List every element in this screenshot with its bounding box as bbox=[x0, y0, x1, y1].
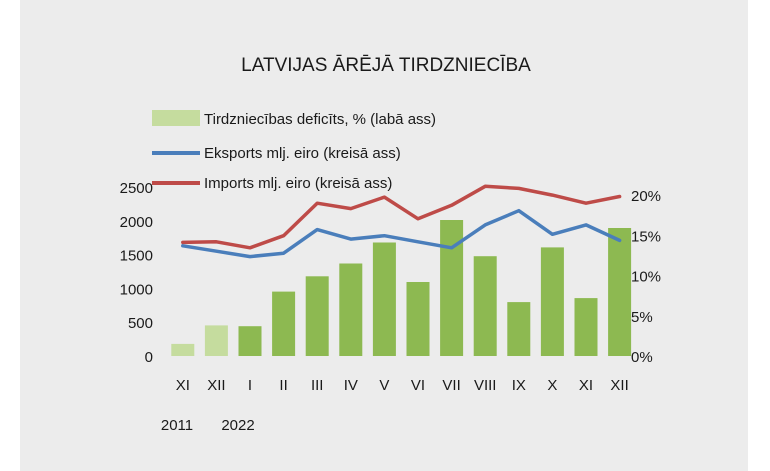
left-tick-2: 1000 bbox=[120, 281, 153, 298]
legend: Tirdzniecības deficīts, % (labā ass) Eks… bbox=[152, 110, 436, 192]
left-axis-ticks: 0 500 1000 1500 2000 2500 bbox=[120, 180, 153, 366]
x-tick-6: V bbox=[379, 377, 389, 394]
chart-panel: LATVIJAS ĀRĒJĀ TIRDZNIECĪBA Tirdzniecība… bbox=[20, 0, 748, 471]
x-tick-2: I bbox=[248, 377, 252, 394]
left-tick-3: 1500 bbox=[120, 248, 153, 265]
x-tick-11: X bbox=[547, 377, 557, 394]
bar-2 bbox=[238, 326, 262, 356]
bar-0 bbox=[171, 343, 195, 356]
imports-line bbox=[181, 184, 622, 250]
year-label-2022: 2022 bbox=[221, 417, 254, 434]
trade-chart: LATVIJAS ĀRĒJĀ TIRDZNIECĪBA Tirdzniecība… bbox=[120, 55, 661, 434]
left-tick-0: 0 bbox=[145, 349, 153, 366]
legend-label-exports: Eksports mlj. eiro (kreisā ass) bbox=[204, 145, 401, 162]
x-axis-ticks: XI XII I II III IV V VI VII VIII IX X XI XII bbox=[176, 377, 629, 394]
bar-8 bbox=[440, 220, 464, 356]
legend-label-deficit: Tirdzniecības deficīts, % (labā ass) bbox=[204, 111, 436, 128]
right-tick-1: 5% bbox=[631, 309, 653, 326]
x-tick-8: VII bbox=[442, 377, 460, 394]
x-tick-4: III bbox=[311, 377, 324, 394]
left-tick-5: 2500 bbox=[120, 180, 153, 197]
x-tick-10: IX bbox=[512, 377, 526, 394]
bar-4 bbox=[305, 276, 329, 356]
x-tick-5: IV bbox=[344, 377, 358, 394]
right-tick-4: 20% bbox=[631, 188, 661, 205]
x-tick-7: VI bbox=[411, 377, 425, 394]
x-tick-1: XII bbox=[207, 377, 225, 394]
exports-line bbox=[181, 208, 622, 259]
legend-swatch-deficit bbox=[152, 110, 200, 126]
x-tick-9: VIII bbox=[474, 377, 497, 394]
x-tick-12: XI bbox=[579, 377, 593, 394]
bar-3 bbox=[272, 291, 296, 356]
bar-7 bbox=[406, 282, 430, 356]
bar-5 bbox=[339, 263, 363, 356]
bar-13 bbox=[608, 228, 632, 356]
bar-1 bbox=[204, 325, 228, 356]
bar-10 bbox=[507, 302, 531, 356]
x-tick-3: II bbox=[279, 377, 287, 394]
right-axis-ticks: 0% 5% 10% 15% 20% bbox=[631, 188, 661, 366]
bar-9 bbox=[473, 256, 497, 356]
left-tick-4: 2000 bbox=[120, 214, 153, 231]
x-tick-0: XI bbox=[176, 377, 190, 394]
bar-12 bbox=[574, 298, 598, 356]
line-series-group bbox=[181, 184, 622, 259]
legend-label-imports: Imports mlj. eiro (kreisā ass) bbox=[204, 175, 392, 192]
right-tick-3: 15% bbox=[631, 228, 661, 245]
bar-6 bbox=[372, 242, 396, 356]
right-tick-2: 10% bbox=[631, 269, 661, 286]
bar-11 bbox=[540, 247, 564, 356]
chart-title: LATVIJAS ĀRĒJĀ TIRDZNIECĪBA bbox=[241, 55, 531, 76]
x-tick-13: XII bbox=[610, 377, 628, 394]
year-label-2011: 2011 bbox=[161, 417, 193, 434]
left-tick-1: 500 bbox=[128, 315, 153, 332]
bar-series-deficit bbox=[171, 220, 632, 356]
right-tick-0: 0% bbox=[631, 349, 653, 366]
